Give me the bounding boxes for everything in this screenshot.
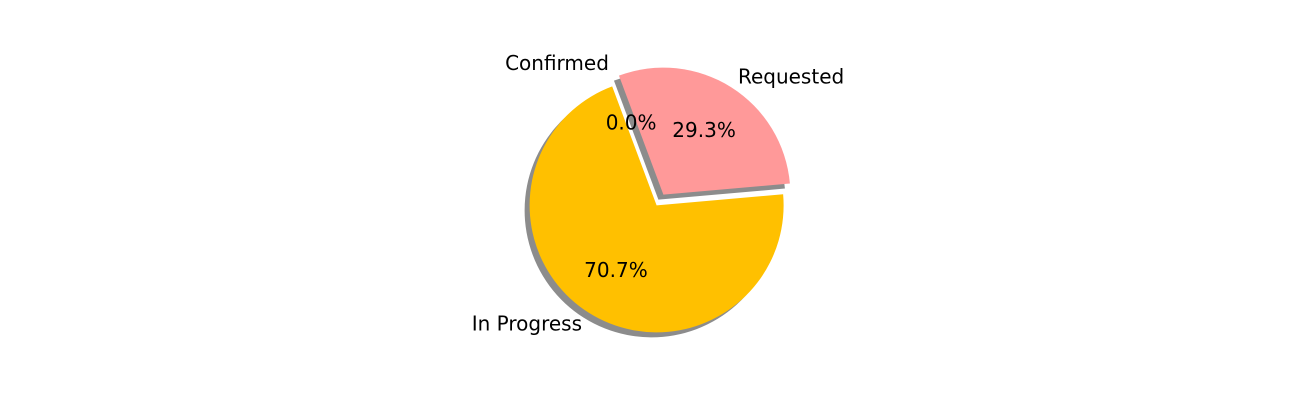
label-requested: Requested	[738, 64, 844, 88]
percent-in-progress: 70.7%	[584, 258, 648, 282]
percent-requested: 29.3%	[672, 118, 736, 142]
slice-wedges	[529, 67, 790, 333]
slice-labels: Requested 29.3% Confirmed 0.0% In Progress 70…	[472, 51, 844, 335]
slice-requested	[618, 67, 790, 195]
slice-confirmed	[613, 75, 658, 195]
label-confirmed: Confirmed	[505, 51, 609, 75]
label-in-progress: In Progress	[472, 312, 582, 336]
slice-in-progress	[529, 86, 784, 333]
percent-confirmed: 0.0%	[606, 111, 657, 135]
